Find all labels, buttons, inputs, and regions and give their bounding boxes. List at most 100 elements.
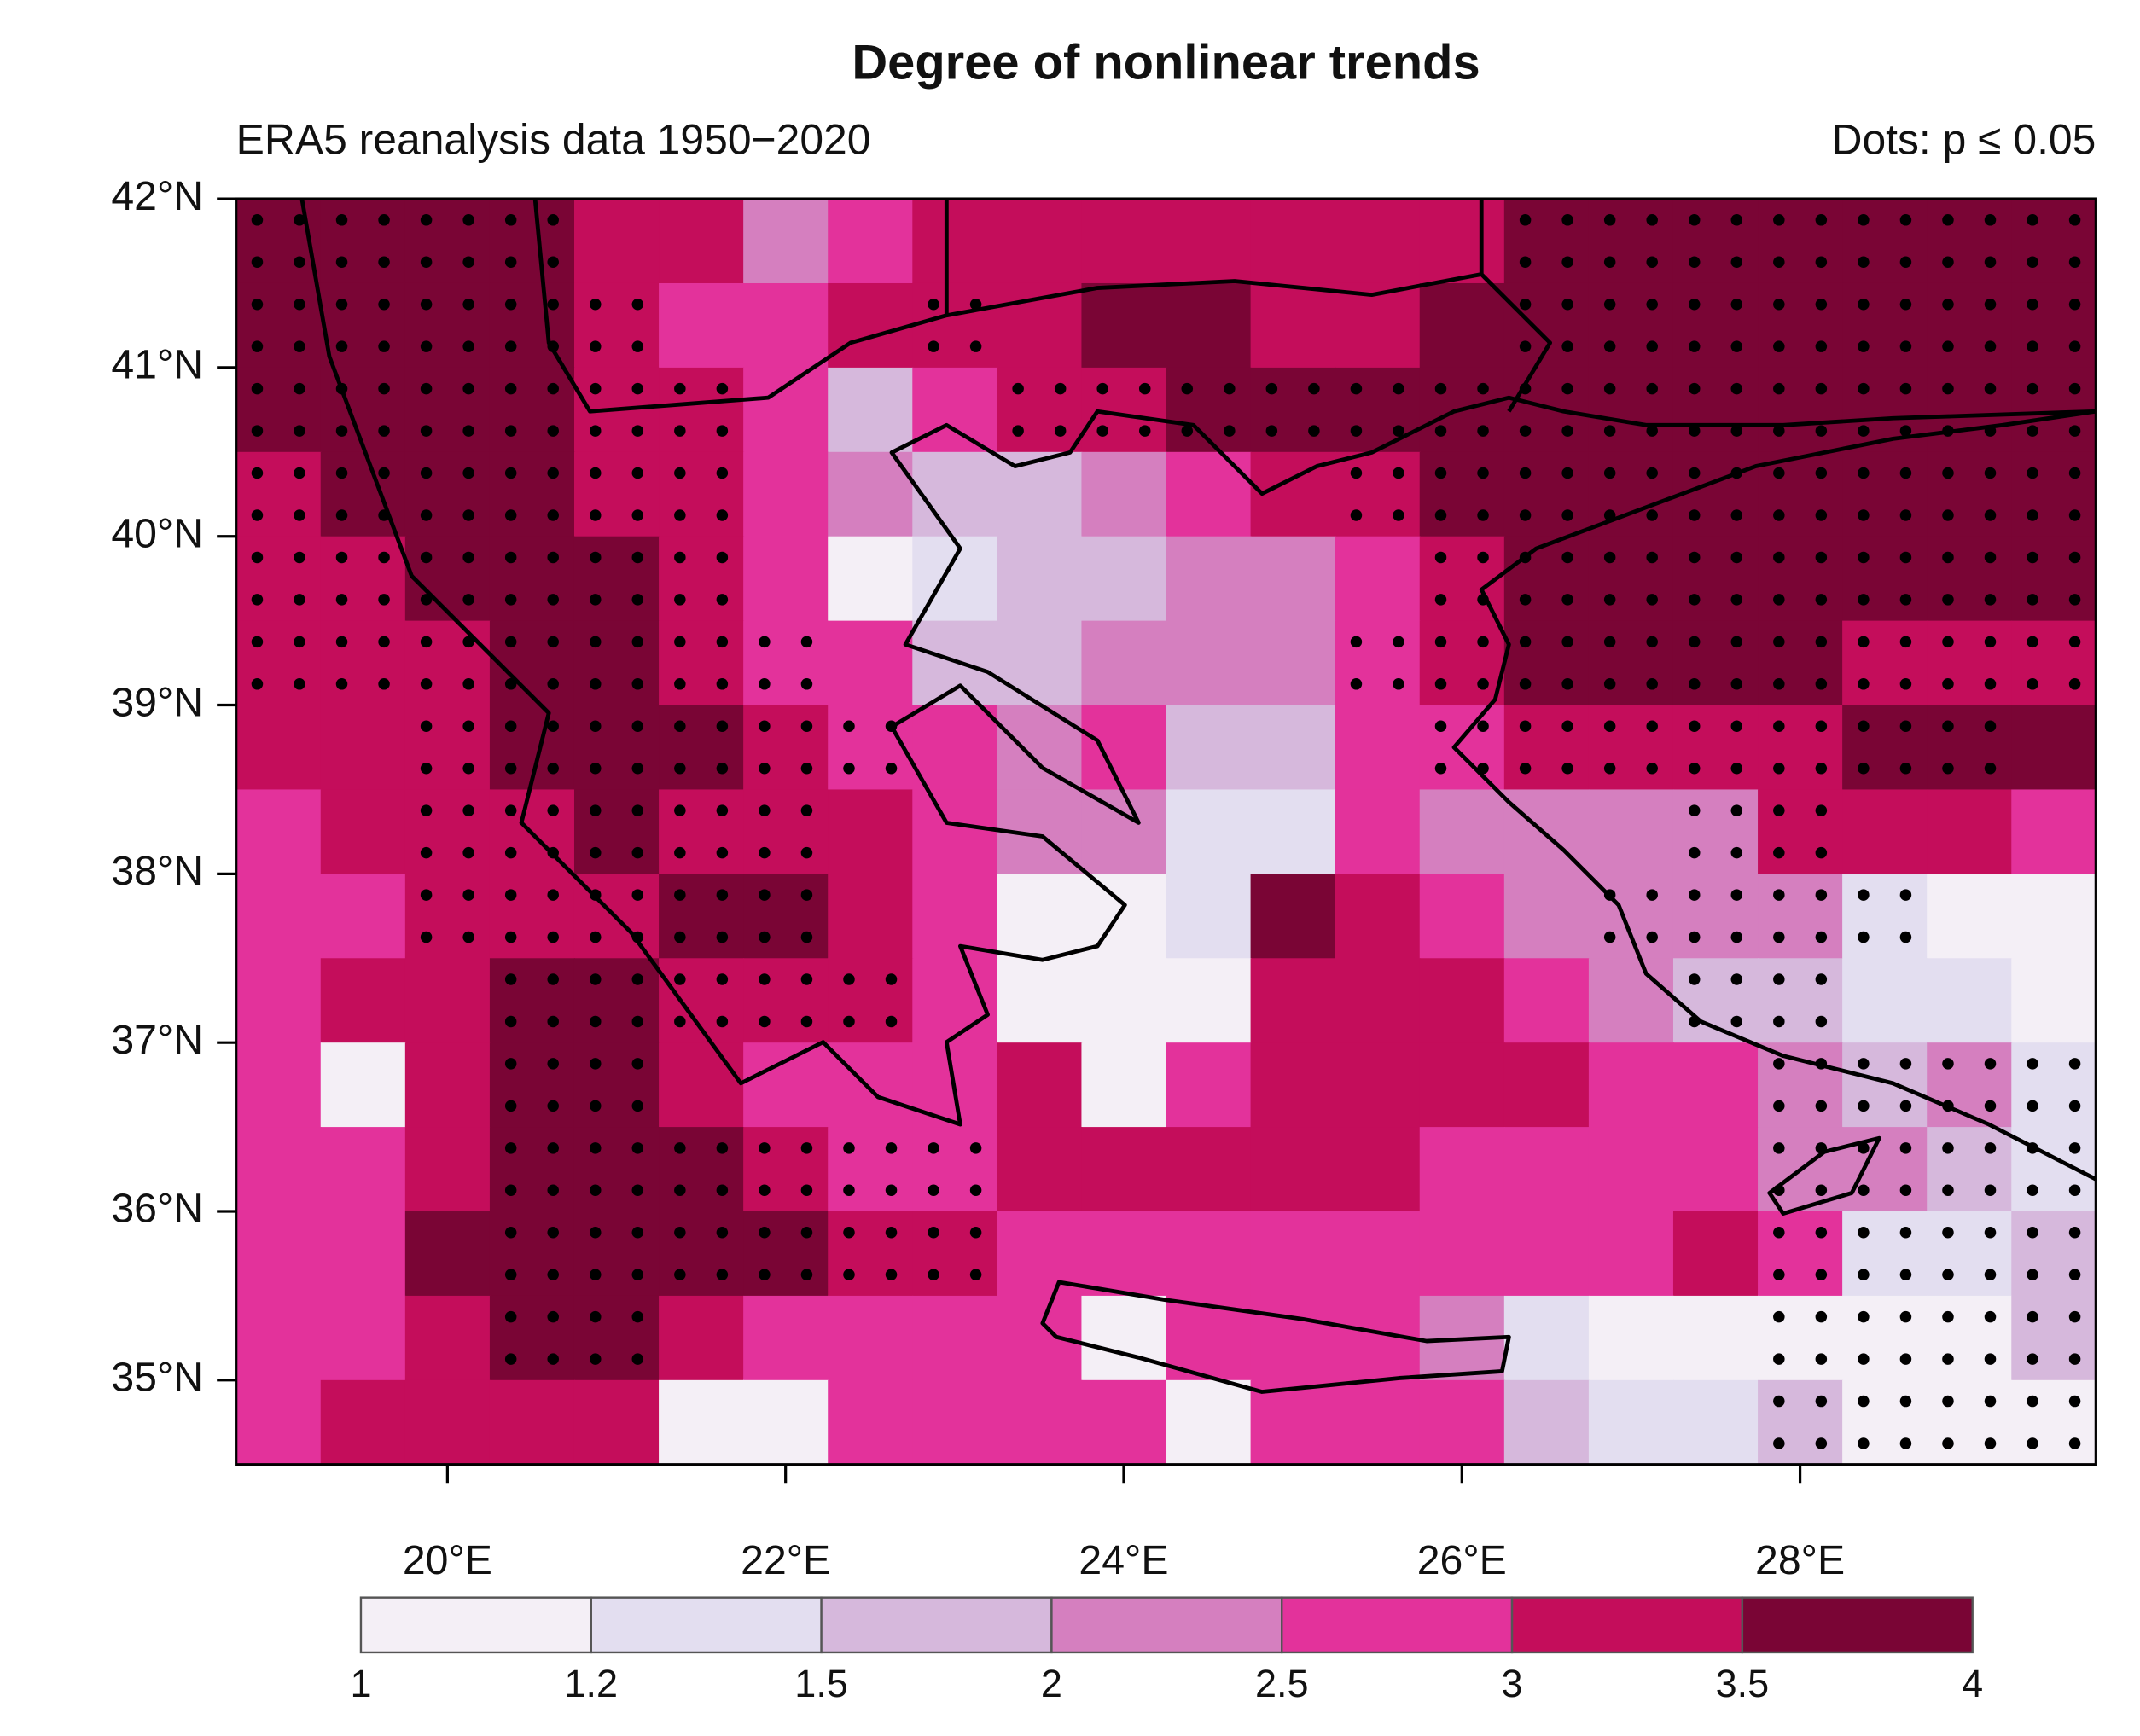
grid-cell — [1842, 199, 1928, 284]
significance-dot — [1815, 551, 1828, 564]
grid-cell — [1081, 199, 1167, 284]
grid-cell — [1250, 620, 1336, 706]
significance-dot — [2027, 1269, 2038, 1280]
significance-dot — [1730, 762, 1743, 775]
significance-dot — [716, 509, 729, 521]
significance-dot — [590, 931, 602, 943]
grid-cell — [743, 958, 829, 1044]
significance-dot — [631, 594, 644, 606]
significance-dot — [504, 804, 517, 816]
significance-dot — [1603, 214, 1616, 226]
significance-dot — [1646, 298, 1658, 311]
grid-cell — [1250, 536, 1336, 622]
significance-dot — [378, 467, 390, 479]
significance-dot — [759, 762, 771, 775]
significance-dot — [504, 1310, 517, 1323]
grid-cell — [1250, 705, 1336, 791]
significance-dot — [1519, 636, 1532, 648]
significance-dot — [1519, 214, 1532, 226]
grid-cell — [2011, 282, 2097, 369]
grid-cell — [1503, 1127, 1590, 1212]
significance-dot — [631, 1142, 644, 1154]
significance-dot — [2027, 636, 2038, 648]
significance-dot — [420, 467, 433, 479]
significance-dot — [462, 594, 474, 606]
significance-dot — [1899, 214, 1912, 226]
significance-dot — [800, 973, 813, 985]
significance-dot — [1393, 509, 1404, 521]
grid-cell — [659, 620, 745, 706]
grid-cell — [2011, 1127, 2097, 1212]
grid-cell — [1588, 620, 1674, 706]
significance-dot — [1858, 636, 1870, 648]
significance-dot — [1434, 720, 1447, 733]
significance-dot — [1603, 636, 1616, 648]
significance-dot — [1942, 1395, 1954, 1408]
grid-cell — [1927, 705, 2013, 791]
y-tick-label: 42°N — [111, 173, 203, 219]
significance-dot — [1984, 678, 1997, 690]
grid-cell — [659, 1379, 745, 1466]
significance-dot — [420, 509, 433, 521]
grid-cell — [404, 451, 491, 537]
significance-dot — [1942, 594, 1954, 606]
significance-dot — [1393, 382, 1404, 395]
grid-cell — [1758, 367, 1844, 453]
subtitle: ERA5 reanalysis data 1950−2020 — [236, 115, 871, 163]
significance-dot — [504, 467, 517, 479]
significance-dot — [1646, 762, 1658, 775]
significance-dot — [1815, 425, 1828, 437]
grid-cell — [573, 451, 660, 537]
significance-dot — [1308, 425, 1320, 437]
y-tick-label: 38°N — [111, 848, 203, 894]
significance-dot — [547, 1058, 559, 1070]
significance-dot — [1899, 720, 1912, 733]
colorbar-box — [820, 1596, 1053, 1654]
significance-dot — [378, 382, 390, 395]
grid-cell — [573, 1295, 660, 1381]
grid-cell — [2011, 705, 2097, 791]
significance-dot — [335, 467, 348, 479]
significance-dot — [547, 1353, 559, 1365]
significance-dot — [590, 1353, 602, 1365]
significance-dot — [462, 509, 474, 521]
significance-dot — [1773, 636, 1785, 648]
significance-dot — [1815, 467, 1828, 479]
grid-cell — [1588, 1127, 1674, 1212]
grid-cell — [659, 451, 745, 537]
significance-dot — [2027, 1395, 2038, 1408]
significance-dot — [1012, 382, 1024, 395]
significance-dot — [885, 1015, 898, 1028]
significance-dot — [504, 720, 517, 733]
grid-cell — [1335, 536, 1421, 622]
significance-dot — [1477, 636, 1489, 648]
grid-cell — [573, 282, 660, 369]
grid-cell — [1588, 1042, 1674, 1129]
significance-dot — [1519, 298, 1532, 311]
significance-dot — [1054, 425, 1067, 437]
grid-cell — [1503, 620, 1590, 706]
grid-cell — [1503, 1295, 1590, 1381]
grid-cell — [1672, 620, 1759, 706]
grid-cell — [828, 536, 914, 622]
significance-dot — [504, 1269, 517, 1280]
significance-dot — [1899, 1100, 1912, 1112]
grid-cell — [1419, 789, 1505, 875]
significance-dot — [462, 846, 474, 859]
grid-cell — [236, 1379, 322, 1466]
significance-dot — [1393, 425, 1404, 437]
significance-dot — [1519, 425, 1532, 437]
grid-cell — [1081, 705, 1167, 791]
significance-dot — [420, 889, 433, 901]
grid-cell — [1503, 536, 1590, 622]
significance-dot — [631, 678, 644, 690]
significance-dot — [674, 425, 686, 437]
grid-cell — [1166, 874, 1252, 960]
significance-dot — [2068, 1395, 2081, 1408]
significance-dot — [251, 256, 264, 269]
significance-dot — [1603, 467, 1616, 479]
grid-cell — [404, 1127, 491, 1212]
significance-dot — [504, 1226, 517, 1239]
coastline — [1040, 1280, 1511, 1394]
colorbar-box — [1741, 1596, 1974, 1654]
